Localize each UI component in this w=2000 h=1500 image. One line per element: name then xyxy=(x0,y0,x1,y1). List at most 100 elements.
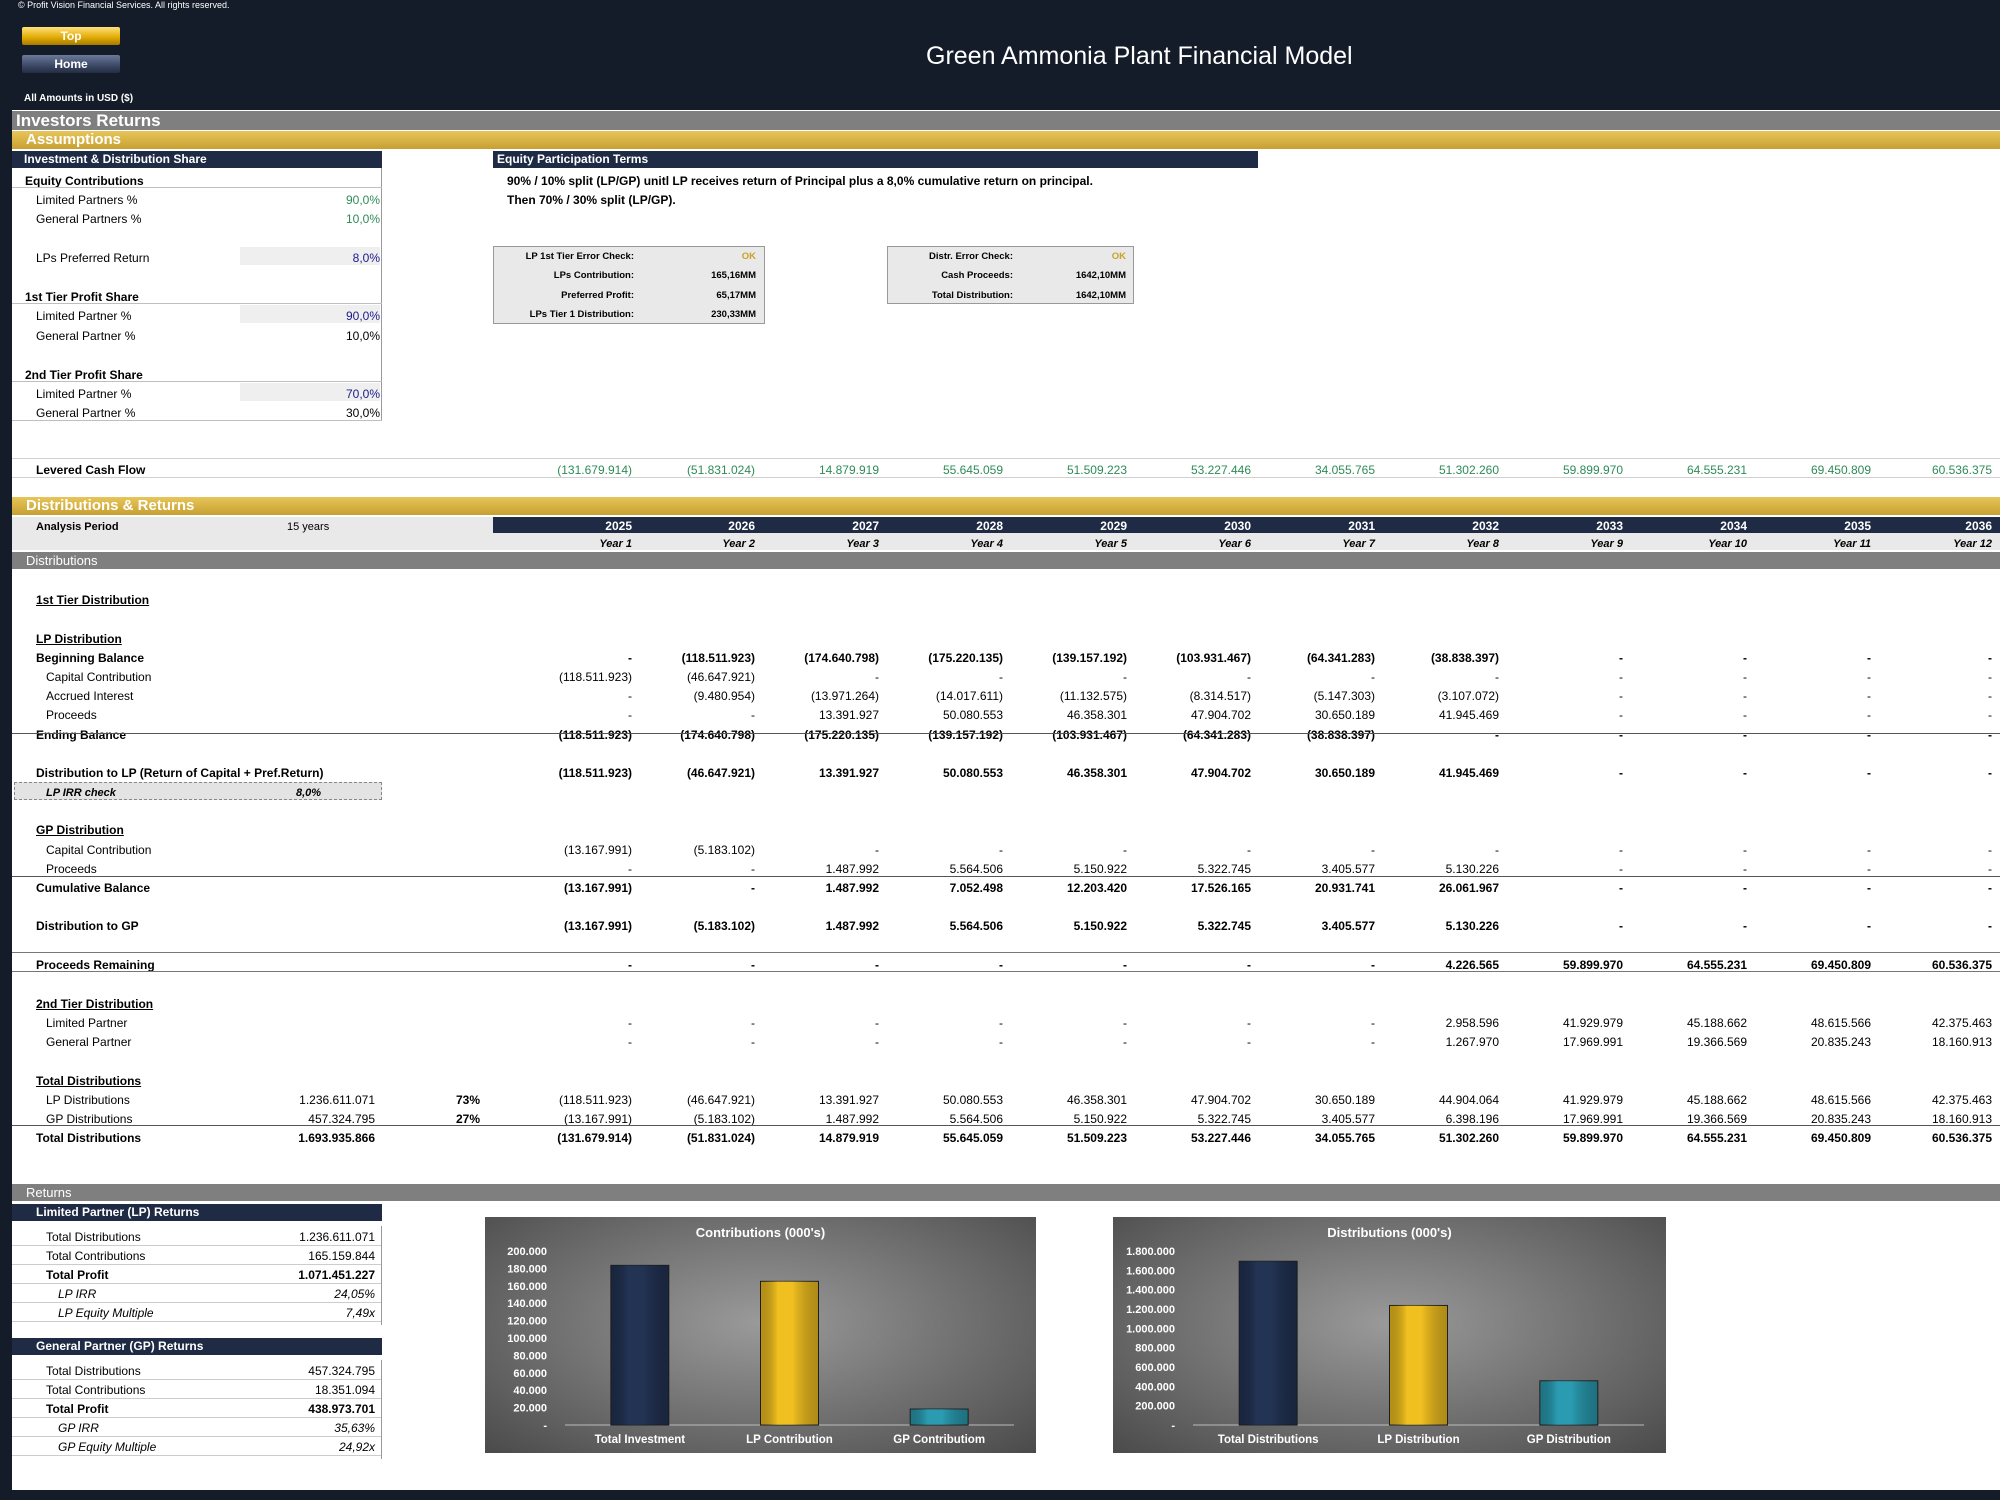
return-value: 165.159.844 xyxy=(308,1249,375,1263)
value-cell: - xyxy=(1743,670,1747,684)
tier1-share-title: 1st Tier Profit Share xyxy=(25,290,139,304)
value-cell: 5.564.506 xyxy=(949,862,1003,876)
return-label: Total Contributions xyxy=(46,1249,146,1263)
lp-irr-check-cell xyxy=(14,782,382,800)
table-border xyxy=(381,1226,382,1325)
home-button[interactable]: Home xyxy=(22,55,120,73)
value-cell: 51.509.223 xyxy=(1066,1131,1127,1145)
value-cell: - xyxy=(1371,843,1375,857)
value-cell: 13.391.927 xyxy=(818,708,879,722)
value-cell: - xyxy=(1247,958,1251,972)
value-cell: (38.838.397) xyxy=(1306,728,1375,742)
equity-contributions-title: Equity Contributions xyxy=(25,174,144,188)
year-header: 2031 xyxy=(1348,519,1375,533)
value-cell: - xyxy=(1743,843,1747,857)
value-cell: 69.450.809 xyxy=(1810,463,1871,477)
tier1-distribution-title: 1st Tier Distribution xyxy=(36,593,150,607)
pref-return-value: 8,0% xyxy=(352,251,380,265)
value-cell: (118.511.923) xyxy=(558,728,632,742)
value-cell: - xyxy=(751,1035,755,1049)
value-cell: 51.509.223 xyxy=(1066,463,1127,477)
value-cell: (46.647.921) xyxy=(686,766,755,780)
value-cell: 69.450.809 xyxy=(1810,958,1871,972)
row-label: LP Distributions xyxy=(46,1093,130,1107)
t1-lp-input[interactable] xyxy=(240,305,380,323)
value-cell: 17.526.165 xyxy=(1190,881,1251,895)
chart-svg: Contributions (000's) - 20.000 40.000 60.000… xyxy=(507,1225,1014,1446)
lp-pct-value: 90,0% xyxy=(345,193,380,207)
x-category-label: LP Distribution xyxy=(1377,1434,1459,1446)
lp-pct-label: Limited Partners % xyxy=(36,193,138,207)
returns-subheader: Returns xyxy=(12,1184,2000,1201)
value-cell: - xyxy=(628,958,632,972)
y-tick-label: 1.800.000 xyxy=(1126,1246,1175,1258)
pref-return-input[interactable] xyxy=(240,247,380,265)
row-label: Distribution to LP (Return of Capital + … xyxy=(36,766,324,780)
value-cell: - xyxy=(751,881,755,895)
value-cell: 55.645.059 xyxy=(942,463,1003,477)
value-cell: - xyxy=(1619,919,1623,933)
value-cell: (13.167.991) xyxy=(563,843,632,857)
value-cell: 51.302.260 xyxy=(1438,1131,1499,1145)
value-cell: - xyxy=(1619,708,1623,722)
value-cell: 20.931.741 xyxy=(1314,881,1375,895)
value-cell: - xyxy=(1867,881,1871,895)
value-cell: - xyxy=(1988,881,1992,895)
y-tick-label: 200.000 xyxy=(507,1246,547,1258)
year-label: Year 1 xyxy=(599,538,632,550)
value-cell: - xyxy=(875,1016,879,1030)
value-cell: 55.645.059 xyxy=(942,1131,1003,1145)
y-tick-label: 1.400.000 xyxy=(1126,1285,1175,1297)
y-tick-label: 100.000 xyxy=(507,1333,547,1345)
page-title: Green Ammonia Plant Financial Model xyxy=(926,42,1353,70)
copyright-text: © Profit Vision Financial Services. All … xyxy=(18,0,230,10)
row-total: 457.324.795 xyxy=(308,1112,375,1126)
distribution-check-box: Distr. Error Check: OK Cash Proceeds: 16… xyxy=(887,246,1134,304)
check-label: LP 1st Tier Error Check: xyxy=(525,251,634,262)
value-cell: - xyxy=(1619,651,1623,665)
year-label: Year 4 xyxy=(970,538,1003,550)
value-cell: - xyxy=(628,862,632,876)
value-cell: (13.167.991) xyxy=(563,881,632,895)
value-cell: - xyxy=(1988,670,1992,684)
y-tick-label: 160.000 xyxy=(507,1281,547,1293)
return-label: Total Profit xyxy=(46,1402,109,1416)
value-cell: 60.536.375 xyxy=(1931,958,1992,972)
value-cell: - xyxy=(1867,689,1871,703)
value-cell: - xyxy=(875,958,879,972)
row-label: GP Distributions xyxy=(46,1112,133,1126)
value-cell: 51.302.260 xyxy=(1438,463,1499,477)
y-tick-label: 1.000.000 xyxy=(1126,1323,1175,1335)
total-distributions-title: Total Distributions xyxy=(36,1074,142,1088)
year-header: 2032 xyxy=(1472,519,1499,533)
year-label: Year 3 xyxy=(846,538,879,550)
value-cell: 44.904.064 xyxy=(1438,1093,1499,1107)
value-cell: - xyxy=(1988,689,1992,703)
year-header: 2025 xyxy=(605,519,632,533)
value-cell: (14.017.611) xyxy=(935,689,1003,703)
t2-lp-input[interactable] xyxy=(240,383,380,401)
value-cell: (38.838.397) xyxy=(1430,651,1499,665)
value-cell: - xyxy=(1988,708,1992,722)
value-cell: 5.322.745 xyxy=(1197,1112,1251,1126)
top-button[interactable]: Top xyxy=(22,27,120,45)
check-label: LPs Contribution: xyxy=(553,270,634,281)
year-header: 2030 xyxy=(1224,519,1251,533)
return-value: 18.351.094 xyxy=(314,1383,375,1397)
value-cell: 41.945.469 xyxy=(1438,766,1499,780)
bar-shading xyxy=(610,1265,669,1425)
chart-title: Contributions (000's) xyxy=(696,1225,826,1240)
row-label: Capital Contribution xyxy=(46,843,152,857)
return-label: Total Distributions xyxy=(46,1364,141,1378)
lp-check-box: LP 1st Tier Error Check: OK LPs Contribu… xyxy=(493,246,765,324)
value-cell: - xyxy=(1619,881,1623,895)
value-cell: 5.322.745 xyxy=(1197,862,1251,876)
row-divider xyxy=(12,1264,382,1265)
value-cell: - xyxy=(1123,843,1127,857)
pref-return-label: LPs Preferred Return xyxy=(36,251,150,265)
value-cell: (13.167.991) xyxy=(563,1112,632,1126)
value-cell: 50.080.553 xyxy=(942,1093,1003,1107)
y-tick-label: 120.000 xyxy=(507,1316,547,1328)
value-cell: 1.267.970 xyxy=(1445,1035,1499,1049)
year-label: Year 8 xyxy=(1466,538,1499,550)
